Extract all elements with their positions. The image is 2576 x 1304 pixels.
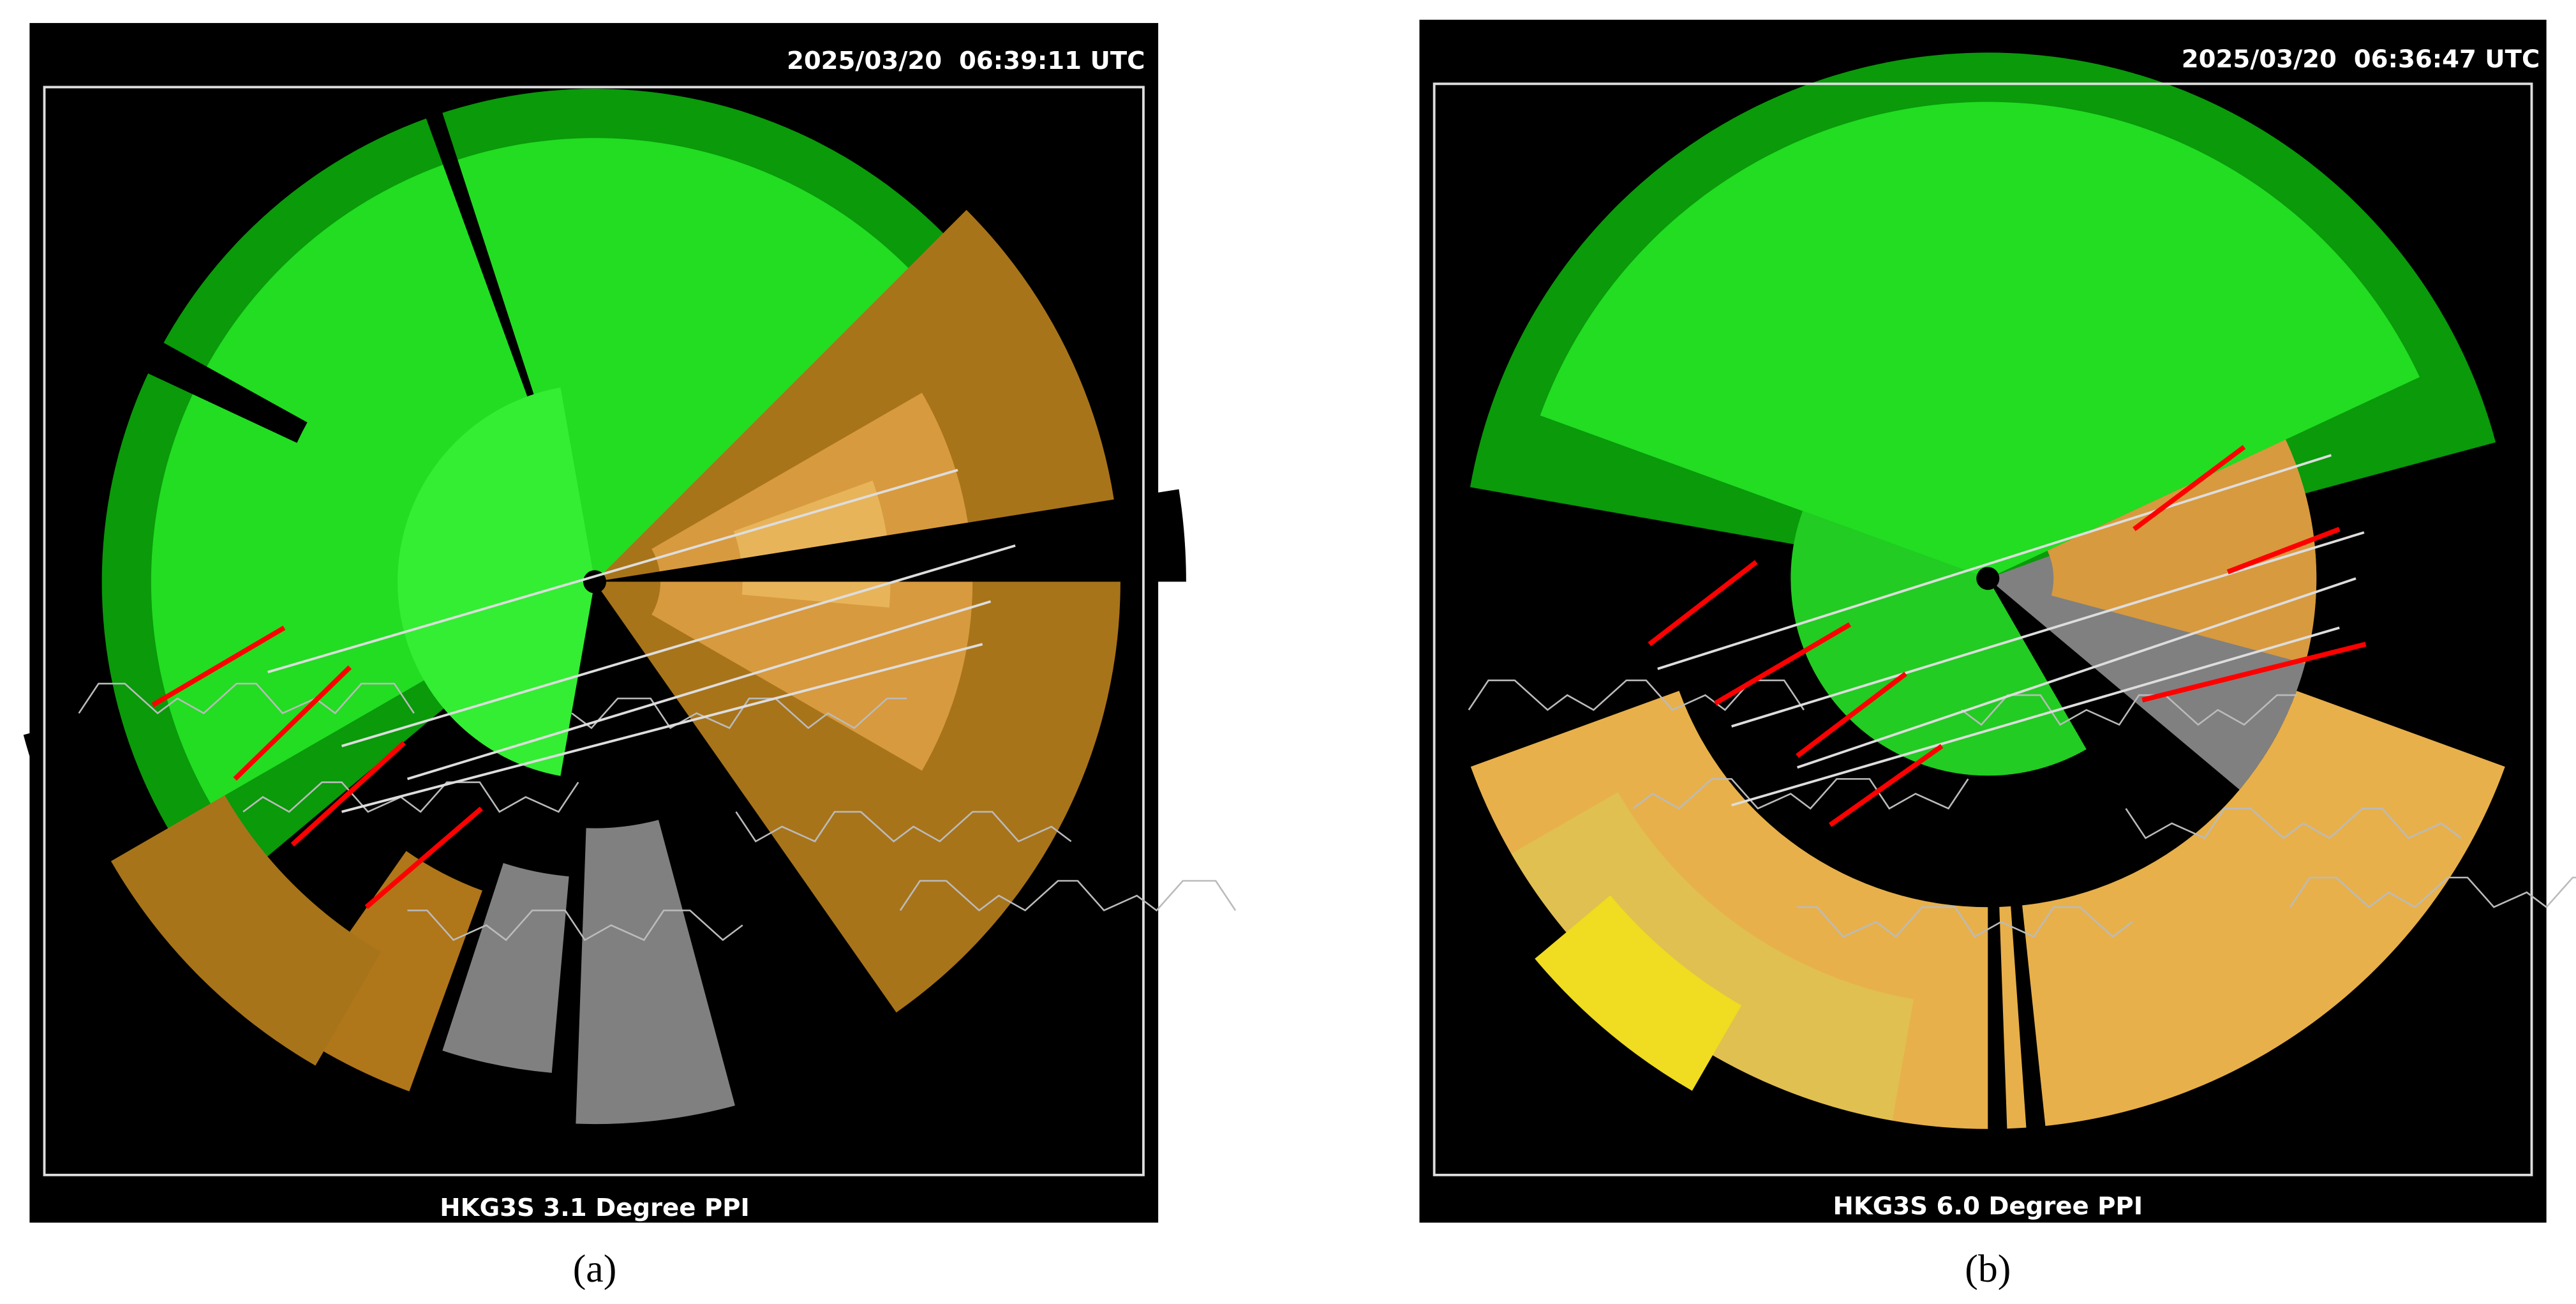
- timestamp: 2025/03/20 06:39:11 UTC: [787, 47, 1145, 75]
- contour-line: [735, 811, 1072, 843]
- echo-region: [1988, 874, 2009, 1171]
- panel-a: [23, 23, 1237, 1223]
- red-marker: [1648, 560, 1758, 647]
- echo-region: [415, 81, 534, 397]
- panel-label: (a): [573, 1247, 617, 1291]
- red-marker: [364, 806, 483, 910]
- echo-region: [1535, 895, 1742, 1091]
- contour-line: [242, 781, 579, 813]
- echo-region: [110, 795, 382, 1066]
- range-line: [341, 643, 983, 813]
- panel-b: [1419, 19, 2576, 1223]
- red-marker: [151, 626, 286, 707]
- contour-line: [1632, 778, 1969, 810]
- echo-region: [398, 387, 595, 776]
- radar-frame: [1433, 82, 2533, 1176]
- echo-region: [2008, 873, 2050, 1169]
- range-line: [341, 544, 1016, 747]
- red-marker: [233, 665, 352, 781]
- range-line: [1731, 531, 2365, 728]
- echo-region: [595, 489, 1186, 582]
- contour-line: [2289, 876, 2576, 908]
- contour-line: [78, 682, 415, 715]
- range-line: [1797, 577, 2356, 769]
- contour-line: [407, 910, 743, 941]
- red-marker: [2141, 641, 2367, 703]
- range-line: [406, 600, 992, 781]
- range-line: [1657, 454, 2332, 670]
- range-line: [267, 468, 958, 673]
- red-marker: [290, 740, 406, 847]
- range-line: [1731, 626, 2340, 807]
- contour-line: [899, 880, 1237, 912]
- radar-site: [1976, 567, 2000, 590]
- timestamp: 2025/03/20 06:36:47 UTC: [2182, 45, 2540, 74]
- caption: HKG3S 6.0 Degree PPI: [1833, 1192, 2143, 1221]
- red-marker: [1828, 744, 1944, 827]
- echo-region: [23, 709, 168, 878]
- red-marker: [1796, 671, 1907, 758]
- contour-line: [2125, 807, 2462, 839]
- echo-region: [1511, 791, 1914, 1121]
- contour-line: [571, 697, 907, 730]
- echo-region: [1540, 101, 2420, 579]
- echo-region: [576, 820, 735, 1125]
- radar-frame: [43, 86, 1145, 1176]
- red-marker: [2133, 445, 2246, 532]
- red-marker: [2226, 527, 2341, 574]
- red-marker: [1713, 622, 1851, 706]
- panel-label: (b): [1965, 1247, 2011, 1291]
- radar-site: [583, 570, 607, 594]
- echo-region: [58, 295, 308, 443]
- echo-region: [442, 863, 569, 1073]
- echo-region: [1791, 511, 2087, 776]
- contour-line: [1797, 906, 2133, 938]
- echo-region: [2047, 439, 2317, 664]
- caption: HKG3S 3.1 Degree PPI: [440, 1194, 750, 1222]
